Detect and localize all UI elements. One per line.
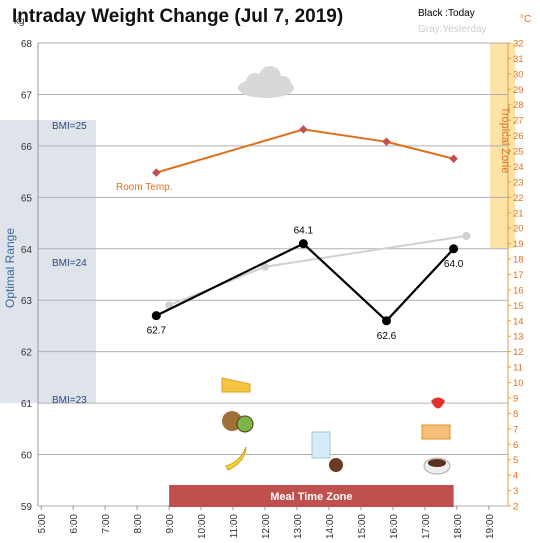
point [449, 154, 458, 163]
water [311, 431, 331, 459]
series-line [156, 128, 454, 174]
x-tick-label: 18:00 [453, 514, 464, 539]
y2-tick-label: 14 [513, 316, 524, 327]
y2-tick-label: 8 [513, 409, 518, 420]
y2-tick-label: 9 [513, 393, 518, 404]
point [299, 125, 308, 134]
x-tick-label: 7:00 [101, 514, 112, 534]
strawberry [431, 397, 445, 409]
series-line [155, 242, 455, 323]
chart-title: Intraday Weight Change (Jul 7, 2019) [12, 6, 343, 27]
coffee [423, 457, 451, 475]
series-annotation: Room Temp. [116, 182, 173, 193]
point [382, 316, 392, 326]
point [261, 262, 270, 271]
x-tick-label: 12:00 [261, 514, 272, 539]
point [462, 231, 471, 240]
y2-tick-label: 23 [513, 177, 524, 188]
data-label: 62.6 [377, 331, 397, 342]
y2-tick-label: 21 [513, 208, 524, 219]
y2-tick-label: 2 [513, 502, 518, 513]
series-line [168, 234, 467, 307]
y2-unit: °C [520, 14, 531, 25]
data-label: 64.1 [294, 226, 314, 237]
y2-tick-label: 28 [513, 100, 524, 111]
y2-tick-label: 7 [513, 424, 518, 435]
meal-zone-label: Meal Time Zone [270, 491, 352, 503]
y2-tick-label: 10 [513, 378, 524, 389]
y2-tick-label: 4 [513, 471, 518, 482]
nuts [329, 458, 343, 472]
x-tick-label: 9:00 [165, 514, 176, 534]
y2-tick-label: 5 [513, 455, 518, 466]
tropical-zone-label: Tropical Zone [499, 107, 511, 174]
y2-tick-label: 15 [513, 301, 524, 312]
x-tick-label: 5:00 [37, 514, 48, 534]
optimal-range-label: Optimal Range [3, 228, 17, 308]
x-tick-label: 8:00 [133, 514, 144, 534]
kiwi [222, 411, 254, 433]
legend-label: Gray:Yesterday [418, 24, 487, 35]
optimal-range-band [0, 120, 96, 404]
data-label: 62.7 [147, 326, 167, 337]
y2-tick-label: 26 [513, 131, 524, 142]
y-tick-label: 67 [21, 90, 33, 101]
y2-tick-label: 30 [513, 69, 524, 80]
y2-tick-label: 19 [513, 239, 524, 250]
y2-tick-label: 20 [513, 224, 524, 235]
y2-tick-label: 32 [513, 39, 524, 50]
y-tick-label: 68 [21, 39, 33, 50]
cloud [238, 66, 294, 98]
y2-tick-label: 25 [513, 147, 524, 158]
icons [221, 66, 451, 475]
x-tick-label: 14:00 [325, 514, 336, 539]
cheese [221, 377, 251, 393]
y2-tick-label: 16 [513, 285, 524, 296]
x-tick-label: 16:00 [389, 514, 400, 539]
y-tick-label: 64 [21, 245, 33, 256]
y2-tick-label: 11 [513, 363, 523, 374]
point [382, 137, 391, 147]
y-tick-label: 63 [21, 296, 33, 307]
legend-label: Black :Today [418, 8, 475, 19]
y2-tick-label: 24 [513, 162, 524, 173]
point [298, 239, 308, 249]
x-tick-label: 17:00 [421, 514, 432, 539]
x-tick-label: 11:00 [229, 514, 240, 539]
y-tick-label: 60 [21, 451, 33, 462]
cake [421, 424, 451, 440]
y2-tick-label: 27 [513, 116, 524, 127]
x-tick-label: 13:00 [293, 514, 304, 539]
y-tick-label: 62 [21, 348, 33, 359]
banana [225, 446, 247, 471]
y-tick-label: 65 [21, 193, 33, 204]
y-tick-label: 61 [21, 399, 33, 410]
y2-tick-label: 22 [513, 193, 524, 204]
x-tick-label: 10:00 [197, 514, 208, 539]
y-unit: kg [14, 16, 25, 27]
data-label: 64.0 [444, 259, 464, 270]
point [151, 311, 161, 321]
x-tick-label: 6:00 [69, 514, 80, 534]
bmi-label: BMI=23 [52, 395, 87, 406]
y2-tick-label: 31 [513, 54, 524, 65]
y2-tick-label: 3 [513, 486, 518, 497]
x-tick-label: 19:00 [485, 514, 496, 539]
point [152, 168, 161, 177]
bmi-label: BMI=25 [52, 121, 87, 132]
x-tick-label: 15:00 [357, 514, 368, 539]
y2-tick-label: 6 [513, 440, 518, 451]
y2-tick-label: 13 [513, 332, 524, 343]
y2-tick-label: 29 [513, 85, 524, 96]
meal-zone-band [169, 485, 454, 507]
point [449, 244, 459, 254]
y2-tick-label: 12 [513, 347, 524, 358]
y-tick-label: 59 [21, 502, 33, 513]
y2-tick-label: 17 [513, 270, 524, 281]
y-tick-label: 66 [21, 142, 33, 153]
bmi-label: BMI=24 [52, 258, 87, 269]
y2-tick-label: 18 [513, 255, 524, 266]
